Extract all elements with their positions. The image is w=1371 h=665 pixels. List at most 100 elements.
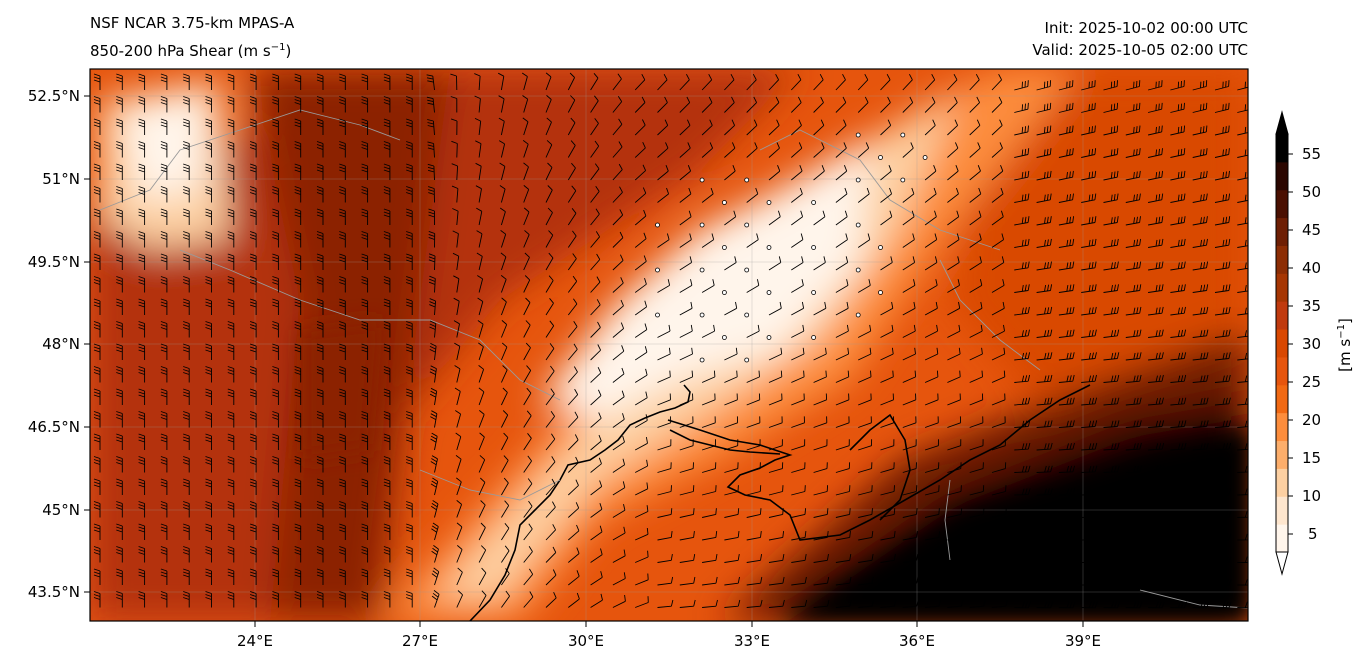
wind-barb — [1081, 261, 1097, 271]
wind-barb — [701, 73, 713, 91]
wind-barb — [1237, 104, 1248, 113]
wind-barb — [545, 410, 555, 428]
wind-barb — [406, 523, 413, 540]
wind-barb — [429, 298, 437, 316]
wind-barb — [478, 432, 485, 451]
wind-barb — [249, 501, 257, 518]
colorbar-segment — [1276, 412, 1288, 442]
wind-barb — [456, 500, 463, 518]
wind-barb — [383, 411, 391, 428]
wind-barb — [1081, 80, 1096, 91]
wind-barb — [383, 141, 391, 158]
wind-barb — [880, 416, 895, 428]
wind-barb — [724, 462, 739, 473]
wind-barb — [657, 462, 672, 473]
wind-barb — [428, 253, 436, 271]
wind-barb — [294, 253, 302, 270]
wind-barb — [545, 365, 555, 383]
wind-barb — [791, 324, 805, 338]
wind-barb — [160, 366, 168, 383]
wind-barb — [1192, 193, 1208, 203]
wind-barb — [634, 300, 648, 316]
wind-barb — [316, 366, 324, 383]
wind-barb — [523, 275, 531, 293]
wind-barb — [991, 301, 1005, 316]
wind-barb — [227, 298, 235, 315]
wind-barb — [858, 599, 875, 608]
wind-barb — [768, 554, 785, 563]
wind-barb — [969, 96, 981, 113]
calm-marker — [655, 267, 660, 273]
wind-barb — [835, 439, 850, 451]
wind-barb — [227, 96, 235, 113]
wind-barb — [991, 531, 1008, 541]
wind-barb — [567, 140, 576, 158]
wind-barb — [746, 187, 759, 203]
wind-barb — [1058, 488, 1076, 496]
wind-barb — [523, 591, 534, 608]
wind-barb — [590, 367, 602, 383]
wind-barb — [183, 276, 190, 293]
wind-barb — [428, 208, 435, 225]
wind-barb — [183, 568, 190, 585]
wind-barb — [701, 324, 716, 338]
wind-barb — [612, 163, 623, 181]
wind-barb — [316, 411, 324, 428]
wind-barb — [116, 591, 123, 608]
wind-barb — [724, 73, 735, 91]
wind-barb — [1170, 442, 1187, 451]
wind-barb — [969, 439, 984, 451]
calm-marker — [811, 245, 816, 250]
calm-marker — [722, 290, 727, 295]
wind-barb — [406, 73, 413, 90]
wind-barb — [205, 321, 212, 338]
wind-barb — [1237, 375, 1248, 383]
wind-barb — [1081, 465, 1098, 473]
wind-barb — [746, 233, 759, 248]
wind-barb — [969, 508, 985, 518]
wind-barb — [634, 232, 647, 248]
wind-barb — [590, 344, 602, 361]
wind-barb — [701, 370, 716, 383]
wind-barb — [768, 119, 780, 136]
wind-barb — [702, 554, 718, 563]
wind-barb — [1192, 306, 1209, 316]
wind-barb — [1192, 442, 1209, 451]
wind-barb — [1125, 329, 1142, 338]
wind-barb — [701, 462, 717, 473]
wind-barb — [768, 439, 783, 451]
wind-barb — [294, 186, 302, 203]
axis-ticks — [84, 95, 1084, 627]
wind-barb — [612, 481, 626, 496]
lat-label: 52.5°N — [27, 87, 80, 105]
wind-barb — [567, 434, 579, 451]
wind-barb — [501, 545, 510, 563]
wind-barb — [1170, 601, 1187, 609]
wind-barb — [138, 186, 146, 203]
wind-barb — [1125, 352, 1142, 361]
wind-barb — [701, 439, 716, 451]
wind-barb — [294, 141, 302, 158]
wind-barb — [768, 210, 781, 226]
wind-barb — [93, 186, 101, 203]
wind-barb — [657, 439, 672, 451]
wind-barb — [205, 456, 212, 473]
wind-barb — [612, 458, 626, 473]
wind-barb — [545, 298, 554, 316]
wind-barb — [1125, 420, 1142, 428]
wind-barb — [361, 456, 369, 473]
wind-barb — [116, 298, 123, 315]
colorbar-label-exponent: −1 — [1336, 324, 1347, 339]
wind-barb — [1125, 284, 1142, 293]
wind-barb — [475, 185, 482, 203]
wind-barb — [521, 72, 528, 91]
wind-barb — [1148, 170, 1164, 181]
wind-barb — [383, 523, 391, 540]
calm-marker — [766, 200, 772, 205]
wind-barb — [116, 231, 123, 248]
wind-barb — [612, 549, 626, 563]
wind-barb — [1014, 125, 1029, 136]
wind-barb — [1103, 102, 1119, 113]
wind-barb — [790, 96, 802, 113]
wind-barb — [858, 531, 874, 541]
